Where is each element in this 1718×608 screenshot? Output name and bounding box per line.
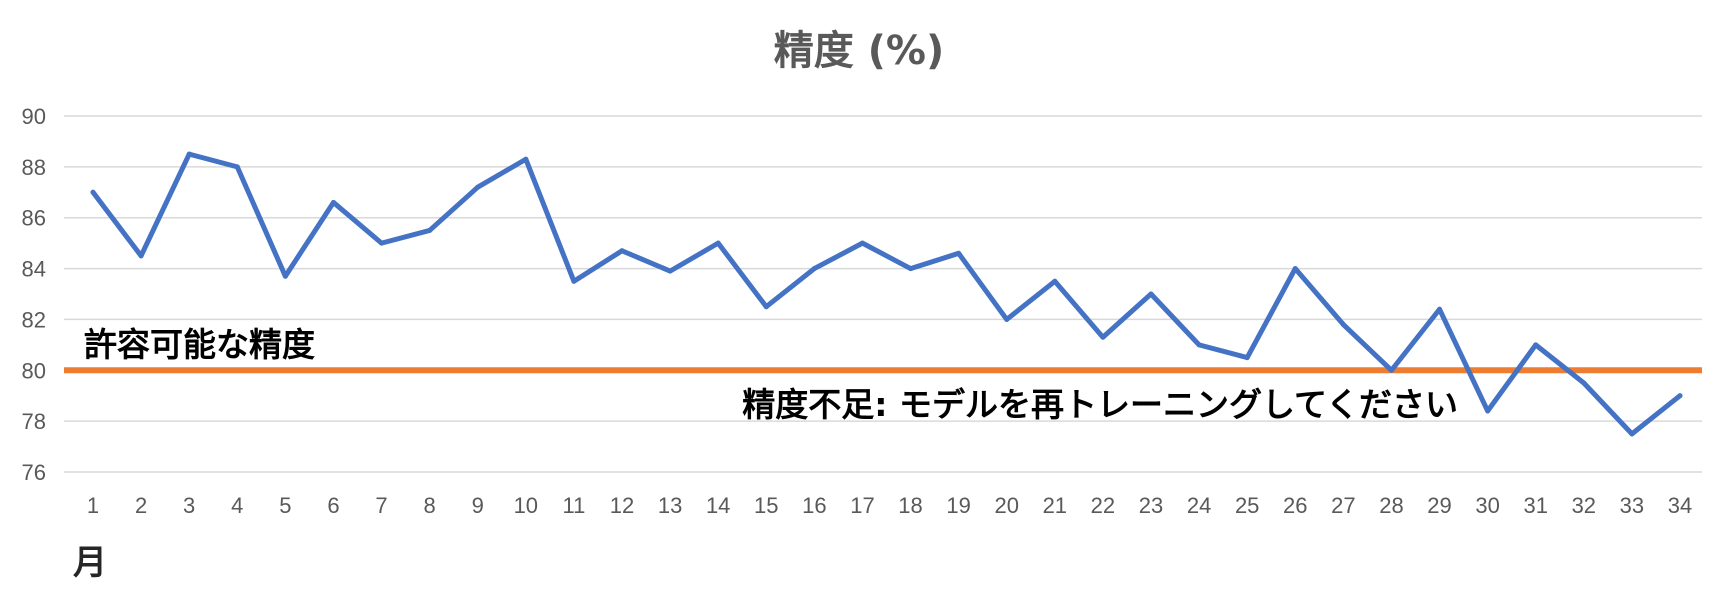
data-point bbox=[859, 240, 865, 246]
y-tick-label: 78 bbox=[22, 409, 46, 434]
data-point bbox=[138, 253, 144, 259]
x-tick-label: 9 bbox=[472, 493, 484, 518]
x-tick-label: 10 bbox=[514, 493, 538, 518]
x-tick-label: 30 bbox=[1475, 493, 1499, 518]
data-point bbox=[1581, 380, 1587, 386]
data-point bbox=[1052, 278, 1058, 284]
data-point bbox=[763, 304, 769, 310]
data-point bbox=[427, 227, 433, 233]
x-tick-label: 15 bbox=[754, 493, 778, 518]
data-point bbox=[1100, 334, 1106, 340]
x-tick-label: 20 bbox=[994, 493, 1018, 518]
x-tick-label: 17 bbox=[850, 493, 874, 518]
data-point bbox=[379, 240, 385, 246]
x-tick-label: 19 bbox=[946, 493, 970, 518]
x-tick-label: 22 bbox=[1091, 493, 1115, 518]
data-point bbox=[1485, 408, 1491, 414]
data-point bbox=[330, 199, 336, 205]
acceptable-accuracy-label: 許容可能な精度 bbox=[84, 325, 315, 364]
y-tick-label: 82 bbox=[22, 307, 46, 332]
x-axis-ticks: 1 2 3 4 5 6 7 8 9 10 11 12 13 14 15 16 17 18 19 20 21 22 23 24 2… bbox=[87, 493, 1692, 518]
data-point bbox=[1148, 291, 1154, 297]
data-point bbox=[1677, 393, 1683, 399]
x-tick-label: 13 bbox=[658, 493, 682, 518]
y-axis-ticks: 76 78 80 82 84 86 88 90 bbox=[22, 104, 46, 485]
x-tick-label: 29 bbox=[1427, 493, 1451, 518]
x-tick-label: 12 bbox=[610, 493, 634, 518]
x-tick-label: 27 bbox=[1331, 493, 1355, 518]
data-point bbox=[1340, 322, 1346, 328]
y-tick-label: 80 bbox=[22, 358, 46, 383]
data-point bbox=[908, 266, 914, 272]
data-point bbox=[1196, 342, 1202, 348]
x-tick-label: 8 bbox=[424, 493, 436, 518]
x-tick-label: 4 bbox=[231, 493, 243, 518]
data-point bbox=[571, 278, 577, 284]
data-point bbox=[234, 164, 240, 170]
data-point bbox=[1533, 342, 1539, 348]
data-point bbox=[1629, 431, 1635, 437]
x-tick-label: 7 bbox=[375, 493, 387, 518]
data-point bbox=[1244, 355, 1250, 361]
y-tick-label: 90 bbox=[22, 104, 46, 129]
data-point bbox=[1437, 306, 1443, 312]
data-point bbox=[956, 250, 962, 256]
x-tick-label: 33 bbox=[1620, 493, 1644, 518]
x-tick-label: 31 bbox=[1523, 493, 1547, 518]
x-tick-label: 32 bbox=[1572, 493, 1596, 518]
data-point bbox=[715, 240, 721, 246]
x-tick-label: 14 bbox=[706, 493, 730, 518]
x-tick-label: 11 bbox=[562, 493, 585, 518]
x-tick-label: 16 bbox=[802, 493, 826, 518]
x-tick-label: 26 bbox=[1283, 493, 1307, 518]
insufficient-accuracy-label: 精度不足: モデルを再トレーニングしてください bbox=[742, 385, 1458, 424]
y-tick-label: 84 bbox=[22, 257, 46, 282]
data-point bbox=[90, 189, 96, 195]
x-tick-label: 28 bbox=[1379, 493, 1403, 518]
y-tick-label: 86 bbox=[22, 206, 46, 231]
data-point bbox=[523, 156, 529, 162]
data-point bbox=[1292, 266, 1298, 272]
x-tick-label: 18 bbox=[898, 493, 922, 518]
x-tick-label: 21 bbox=[1043, 493, 1067, 518]
data-point bbox=[475, 184, 481, 190]
x-tick-label: 24 bbox=[1187, 493, 1211, 518]
x-tick-label: 6 bbox=[327, 493, 339, 518]
y-tick-label: 88 bbox=[22, 155, 46, 180]
chart-title: 精度 (%) bbox=[774, 28, 945, 74]
x-tick-label: 3 bbox=[183, 493, 195, 518]
data-points bbox=[90, 151, 1683, 437]
data-point bbox=[186, 151, 192, 157]
x-tick-label: 23 bbox=[1139, 493, 1163, 518]
data-point bbox=[811, 266, 817, 272]
x-tick-label: 1 bbox=[87, 493, 99, 518]
data-point bbox=[1004, 316, 1010, 322]
y-tick-label: 76 bbox=[22, 460, 46, 485]
x-tick-label: 34 bbox=[1668, 493, 1692, 518]
x-tick-label: 5 bbox=[279, 493, 291, 518]
x-tick-label: 25 bbox=[1235, 493, 1259, 518]
data-point bbox=[667, 268, 673, 274]
series-line bbox=[90, 151, 1683, 437]
data-point bbox=[1388, 367, 1394, 373]
data-point bbox=[619, 248, 625, 254]
data-point bbox=[282, 273, 288, 279]
x-tick-label: 2 bbox=[135, 493, 147, 518]
x-axis-label: 月 bbox=[73, 543, 107, 583]
